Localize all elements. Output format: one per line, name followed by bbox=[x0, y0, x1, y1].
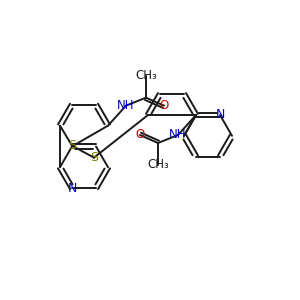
Text: N: N bbox=[215, 109, 225, 122]
Text: NH: NH bbox=[169, 128, 187, 142]
Text: S: S bbox=[90, 151, 98, 164]
Text: O: O bbox=[159, 99, 169, 112]
Text: CH₃: CH₃ bbox=[147, 158, 169, 172]
Text: CH₃: CH₃ bbox=[135, 69, 157, 82]
Text: O: O bbox=[135, 128, 145, 142]
Text: S: S bbox=[68, 139, 76, 152]
Text: NH: NH bbox=[117, 99, 135, 112]
Text: N: N bbox=[67, 182, 77, 194]
